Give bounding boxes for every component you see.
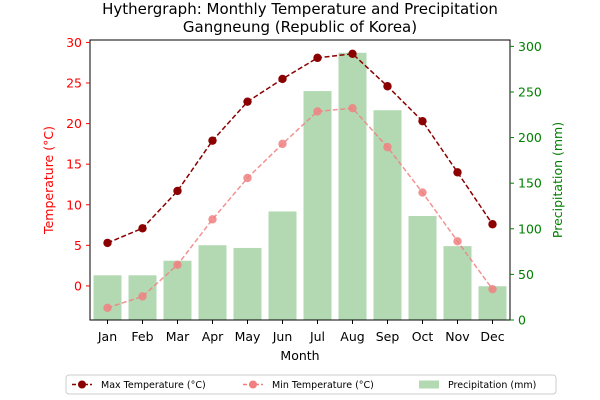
legend-min-temperature-marker [249, 380, 257, 389]
precipitation-bar-nov [443, 246, 472, 320]
precipitation-bar-oct [408, 216, 437, 320]
y-right-tick-label-300: 300 [518, 39, 542, 54]
min-temperature-point-aug [348, 103, 357, 113]
y-right-tick-label-0: 0 [518, 313, 526, 328]
x-axis-label: Month [280, 348, 319, 363]
legend-precipitation-label: Precipitation (mm) [448, 380, 536, 391]
max-temperature-point-jul [313, 53, 322, 63]
precipitation-bar-apr [198, 245, 227, 320]
y-right-tick-label-250: 250 [518, 84, 542, 99]
precipitation-bar-sep [373, 110, 402, 320]
y-right-tick-label-150: 150 [518, 176, 542, 191]
precipitation-bars [93, 52, 507, 320]
legend-precipitation-swatch [419, 380, 439, 389]
x-tick-label-oct: Oct [412, 329, 434, 344]
y-left-tick-label-20: 20 [66, 116, 82, 131]
precipitation-bar-may [233, 247, 262, 320]
precipitation-bar-jun [268, 211, 297, 320]
min-temperature-point-jan [103, 303, 112, 313]
x-tick-label-jan: Jan [97, 329, 117, 344]
x-tick-label-aug: Aug [340, 329, 364, 344]
max-temperature-point-nov [453, 168, 462, 177]
min-temperature-point-dec [488, 284, 497, 294]
legend-frame [65, 374, 557, 395]
x-tick-label-apr: Apr [202, 329, 224, 344]
y-left-tick-label-10: 10 [66, 197, 82, 212]
y-left-tick-label-0: 0 [74, 278, 82, 293]
x-tick-label-sep: Sep [376, 329, 400, 344]
min-temperature-point-feb [138, 292, 147, 301]
max-temperature-point-aug [348, 49, 357, 58]
legend-max-temperature-label: Max Temperature (°C) [101, 380, 206, 391]
y-axis-label-left: Temperature (°C) [41, 126, 56, 235]
min-temperature-point-oct [418, 188, 427, 197]
y-right-tick-label-50: 50 [518, 267, 534, 282]
max-temperature-point-feb [138, 224, 147, 233]
y-left-tick-label-15: 15 [66, 157, 82, 172]
temperature-lines [103, 49, 497, 313]
min-temperature-point-jul [313, 107, 322, 116]
precipitation-bar-jan [93, 275, 122, 320]
plot-frame [89, 39, 511, 321]
x-tick-label-nov: Nov [445, 329, 470, 344]
max-temperature-point-dec [488, 220, 497, 229]
y-left-tick-label-30: 30 [66, 35, 82, 50]
x-tick-label-mar: Mar [166, 329, 190, 344]
precipitation-bar-aug [338, 52, 367, 320]
legend-min-temperature-label: Min Temperature (°C) [272, 380, 374, 391]
min-temperature-point-may [243, 173, 252, 183]
max-temperature-point-may [243, 97, 252, 106]
max-temperature-point-jun [278, 74, 287, 84]
precipitation-bar-jul [303, 91, 332, 320]
min-temperature-line [107, 107, 494, 309]
chart-title-line-1: Hythergraph: Monthly Temperature and Pre… [102, 0, 498, 18]
min-temperature-point-sep [383, 142, 392, 152]
y-right-tick-label-200: 200 [518, 130, 542, 145]
max-temperature-point-mar [173, 186, 182, 196]
max-temperature-line [107, 53, 494, 244]
min-temperature-point-apr [208, 215, 217, 224]
axes: Jan Feb Mar Apr May Jun Jul Aug Sep Oct Nov Dec 0 5 10… [66, 35, 542, 344]
legend: Max Temperature (°C) Min Temperature (°C)… [65, 374, 557, 395]
min-temperature-point-jun [278, 139, 287, 149]
x-tick-label-jul: Jul [309, 329, 325, 344]
x-tick-label-feb: Feb [131, 329, 153, 344]
x-tick-label-jun: Jun [272, 329, 293, 344]
y-left-tick-label-5: 5 [74, 238, 82, 253]
min-temperature-point-nov [453, 237, 462, 246]
max-temperature-point-jan [103, 238, 112, 248]
x-tick-label-may: May [235, 329, 261, 344]
min-temperature-point-mar [173, 260, 182, 270]
precipitation-bar-mar [163, 260, 192, 320]
y-axis-label-right: Precipitation (mm) [550, 122, 565, 238]
max-temperature-point-sep [383, 82, 392, 91]
y-left-tick-label-25: 25 [66, 76, 82, 91]
x-tick-label-dec: Dec [480, 329, 504, 344]
chart-title-line-2: Gangneung (Republic of Korea) [183, 18, 417, 36]
legend-max-temperature-marker [78, 380, 86, 389]
max-temperature-point-oct [418, 116, 427, 126]
y-right-tick-label-100: 100 [518, 221, 542, 236]
max-temperature-point-apr [208, 136, 217, 145]
